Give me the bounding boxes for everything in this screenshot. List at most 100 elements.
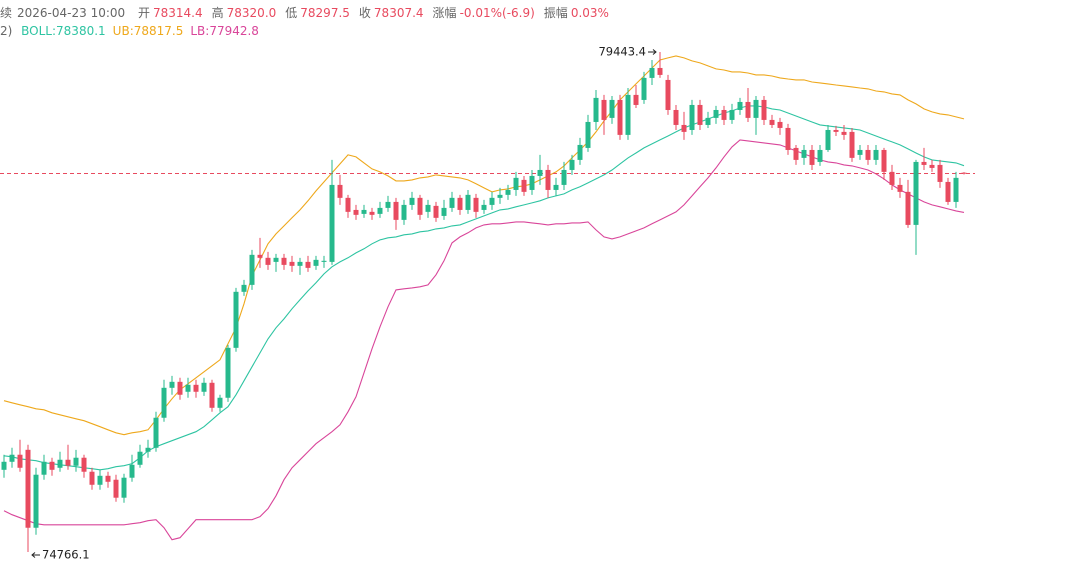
- candle-body: [905, 191, 911, 225]
- candle-body: [881, 149, 887, 172]
- candle-body: [889, 171, 895, 185]
- candle-body: [873, 149, 879, 160]
- candle-body: [801, 149, 807, 158]
- field-label: 涨幅: [432, 6, 457, 20]
- candle-body: [17, 454, 23, 468]
- candle-body: [297, 261, 303, 266]
- candle-body: [129, 464, 135, 478]
- candle-body: [57, 459, 63, 468]
- candle-body: [353, 209, 359, 215]
- field-label: 低: [285, 6, 298, 20]
- candle-body: [241, 284, 247, 292]
- field-label: 振幅: [543, 6, 568, 20]
- candle-body: [321, 260, 327, 262]
- candle-body: [521, 179, 527, 192]
- indicator-prefix: 2): [0, 24, 13, 38]
- candle-body: [665, 79, 671, 110]
- candle-body: [289, 261, 295, 266]
- candle-body: [33, 474, 39, 528]
- candle-body: [217, 397, 223, 408]
- candle-body: [513, 177, 519, 190]
- candle-body: [185, 384, 191, 392]
- candle-body: [209, 382, 215, 408]
- candle-body: [281, 257, 287, 265]
- candle-body: [169, 381, 175, 388]
- field-value: -0.01%(-6.9): [459, 6, 535, 20]
- annotation-arrowhead: [31, 552, 36, 558]
- candle-body: [721, 109, 727, 120]
- candle-body: [545, 169, 551, 190]
- candle-body: [145, 447, 151, 452]
- candle-body: [537, 169, 543, 176]
- candle-body: [257, 254, 263, 258]
- candle-body: [337, 184, 343, 198]
- candle-body: [689, 104, 695, 130]
- candle-body: [681, 124, 687, 132]
- candle-body: [777, 121, 783, 128]
- candle-body: [833, 129, 839, 132]
- candle-body: [361, 209, 367, 214]
- candle-body: [761, 99, 767, 120]
- field-label: 高: [211, 6, 224, 20]
- candle-body: [793, 147, 799, 160]
- candle-body: [393, 201, 399, 220]
- field-label: 开: [137, 6, 150, 20]
- candle-body: [641, 77, 647, 100]
- candle-body: [585, 121, 591, 148]
- candle-body: [233, 291, 239, 348]
- candle-body: [849, 131, 855, 158]
- candle-body: [561, 169, 567, 185]
- candle-body: [769, 119, 775, 125]
- candle-body: [625, 94, 631, 135]
- candle-body: [473, 197, 479, 212]
- candle-body: [65, 459, 71, 466]
- candle-body: [497, 194, 503, 198]
- ohlc-line: 续 2026-04-23 10:00 开 78314.4 高 78320.0 低 78297…: [0, 4, 618, 22]
- candle-body: [329, 184, 335, 262]
- candle-body: [817, 149, 823, 162]
- candle-body: [457, 197, 463, 210]
- candle-body: [489, 197, 495, 205]
- candle-body: [449, 197, 455, 208]
- candle-body: [369, 211, 375, 215]
- candle-body: [945, 181, 951, 202]
- candle-body: [201, 382, 207, 392]
- band-line: [3, 55, 965, 436]
- candle-body: [697, 104, 703, 125]
- candle-body: [577, 144, 583, 160]
- annotation-arrowhead: [652, 49, 657, 55]
- candle-body: [961, 172, 967, 174]
- candle-body: [553, 184, 559, 190]
- candle-body: [425, 204, 431, 212]
- min-label: 74766.1: [42, 548, 90, 562]
- candle-body: [785, 127, 791, 150]
- candle-body: [713, 109, 719, 118]
- candle-body: [433, 205, 439, 218]
- candle-body: [49, 461, 55, 470]
- header: 续 2026-04-23 10:00 开 78314.4 高 78320.0 低 78297…: [0, 4, 618, 40]
- candle-body: [177, 381, 183, 395]
- candle-body: [265, 257, 271, 265]
- candle-body: [841, 131, 847, 135]
- candle-body: [809, 149, 815, 165]
- candle-body: [649, 67, 655, 78]
- candle-body: [25, 449, 31, 528]
- candle-body: [401, 204, 407, 220]
- candle-body: [97, 475, 103, 485]
- symbol: 续: [0, 6, 13, 20]
- field-label: 收: [358, 6, 371, 20]
- candle-body: [913, 161, 919, 225]
- candle-body: [857, 149, 863, 155]
- candle-body: [737, 101, 743, 110]
- candle-body: [481, 204, 487, 210]
- candle-body: [505, 189, 511, 195]
- candle-body: [81, 457, 87, 472]
- candle-body: [377, 207, 383, 214]
- candle-body: [161, 387, 167, 418]
- field-value: 78320.0: [226, 6, 277, 20]
- legend-entry: BOLL:78380.1: [21, 24, 106, 38]
- candle-body: [105, 475, 111, 482]
- candle-body: [385, 201, 391, 208]
